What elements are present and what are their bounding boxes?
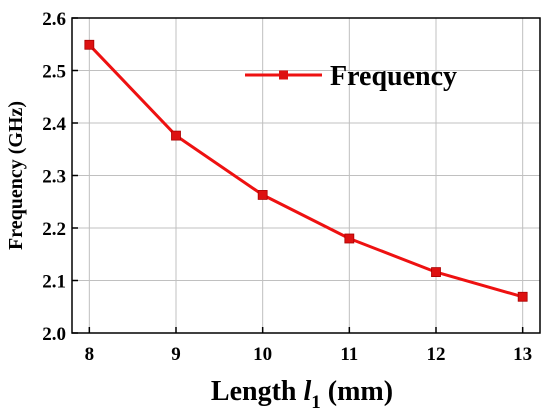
series-frequency <box>84 39 528 302</box>
legend: Frequency <box>245 61 457 92</box>
legend-marker-frequency <box>279 70 288 80</box>
grid-lines <box>72 17 540 334</box>
data-point-9 <box>171 130 181 141</box>
x-tick-label-9: 9 <box>171 344 181 365</box>
data-point-10 <box>257 190 268 200</box>
x-tick-label-13: 13 <box>513 344 532 365</box>
x-tick-label-12: 12 <box>427 344 446 365</box>
x-tick-label-8: 8 <box>85 344 95 365</box>
data-point-8 <box>84 39 95 50</box>
data-point-12 <box>431 267 441 278</box>
y-tick-label-1: 2.1 <box>42 272 66 293</box>
y-tick-label-2: 2.2 <box>42 219 66 240</box>
data-point-13 <box>517 291 528 302</box>
x-axis-title-main: Length <box>211 376 304 407</box>
x-axis-title: Length l1 (mm) <box>211 376 393 413</box>
x-tick-label-11: 11 <box>340 344 358 365</box>
y-tick-label-4: 2.4 <box>42 114 66 135</box>
axis-ticks: 8 9 10 11 12 13 2.0 2.1 2.2 2.3 2.4 2.5 2.6 <box>42 9 532 365</box>
x-axis-title-subscript: 1 <box>311 392 321 413</box>
x-axis-title-variable: l <box>304 376 312 407</box>
x-axis-title-unit: (mm) <box>321 376 393 407</box>
x-tick-label-10: 10 <box>253 344 272 365</box>
y-tick-label-3: 2.3 <box>42 167 66 188</box>
data-point-11 <box>344 233 355 244</box>
y-tick-label-0: 2.0 <box>42 324 66 345</box>
y-axis-title: Frequency (GHz) <box>5 101 27 250</box>
y-tick-label-5: 2.5 <box>42 62 66 83</box>
legend-label-frequency: Frequency <box>330 61 457 92</box>
y-tick-label-6: 2.6 <box>42 9 66 30</box>
series-line-frequency <box>88 43 524 299</box>
